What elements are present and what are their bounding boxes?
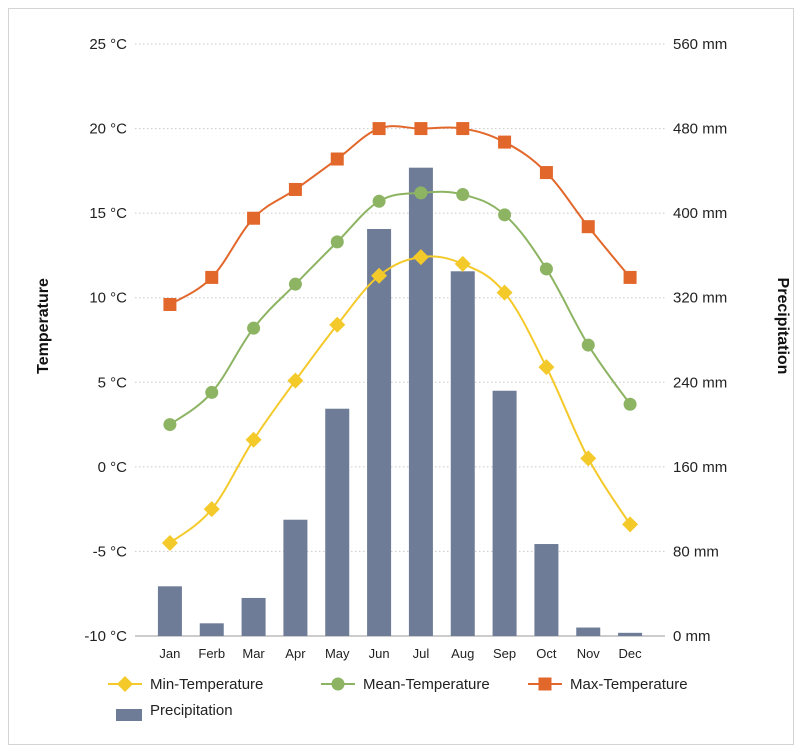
legend-label: Mean-Temperature xyxy=(363,676,490,693)
max-temperature-marker xyxy=(330,152,344,166)
legend-item-precipitation: Precipitation xyxy=(116,702,233,721)
mean-temperature-marker xyxy=(288,277,302,291)
y-right-tick-label: 240 mm xyxy=(673,374,727,391)
mean-temperature-line xyxy=(169,190,631,426)
legend-item-mean-temperature: Mean-Temperature xyxy=(321,676,490,693)
max-temperature-line xyxy=(169,125,631,306)
mean-temperature-marker xyxy=(498,208,512,222)
min-temperature-marker xyxy=(371,267,388,284)
mean-temperature-marker xyxy=(456,188,470,202)
min-temperature-marker xyxy=(454,255,471,272)
mean-temperature-marker xyxy=(581,338,595,352)
temperature-lines xyxy=(161,122,639,551)
legend-label: Min-Temperature xyxy=(150,676,263,693)
legend-item-max-temperature: Max-Temperature xyxy=(528,676,688,693)
max-temperature-marker xyxy=(539,166,553,180)
x-tick-label: Sep xyxy=(493,646,516,661)
y-left-axis-title: Temperature xyxy=(35,278,52,374)
max-temperature-marker xyxy=(288,182,302,196)
x-tick-label: Apr xyxy=(285,646,306,661)
max-temperature-marker xyxy=(623,270,637,284)
y-left-tick-label: 15 °C xyxy=(89,205,127,222)
y-right-tick-label: 0 mm xyxy=(673,628,711,645)
legend-swatch-marker xyxy=(331,677,345,691)
min-temperature-marker xyxy=(203,501,220,518)
min-temperature-marker xyxy=(412,249,429,266)
x-tick-label: Ferb xyxy=(198,646,225,661)
y-left-tick-label: -10 °C xyxy=(84,628,127,645)
legend: Min-Temperature Mean-Temperature Max-Tempe… xyxy=(108,676,688,721)
min-temperature-marker xyxy=(287,372,304,389)
legend-swatch-marker xyxy=(117,676,133,692)
mean-temperature-marker xyxy=(539,262,553,276)
y-right-axis-title: Precipitation xyxy=(774,278,791,375)
x-tick-label: Oct xyxy=(536,646,557,661)
precipitation-bar xyxy=(283,519,308,636)
y-left-tick-label: 25 °C xyxy=(89,36,127,53)
precipitation-bars xyxy=(157,167,643,636)
y-left-tick-label: 5 °C xyxy=(98,374,128,391)
precipitation-bar xyxy=(618,632,643,636)
max-temperature-marker xyxy=(581,220,595,234)
chart-frame xyxy=(8,8,794,745)
precipitation-bar xyxy=(157,586,182,636)
precipitation-bar xyxy=(534,544,559,636)
legend-label: Precipitation xyxy=(150,702,233,719)
max-temperature-marker xyxy=(414,122,428,136)
mean-temperature-marker xyxy=(163,418,177,432)
precipitation-bar xyxy=(408,167,433,636)
legend-item-min-temperature: Min-Temperature xyxy=(108,676,263,693)
min-temperature-marker xyxy=(538,359,555,376)
legend-swatch-marker xyxy=(538,677,552,691)
y-right-tick-label: 320 mm xyxy=(673,290,727,307)
max-temperature-marker xyxy=(163,297,177,311)
precipitation-bar xyxy=(241,597,266,636)
max-temperature-marker xyxy=(205,270,219,284)
x-tick-label: Aug xyxy=(451,646,474,661)
x-tick-label: Mar xyxy=(242,646,265,661)
y-left-tick-label: 10 °C xyxy=(89,290,127,307)
mean-temperature-marker xyxy=(623,397,637,411)
x-tick-label: Nov xyxy=(577,646,601,661)
max-temperature-marker xyxy=(247,211,261,225)
precipitation-bar xyxy=(450,271,475,636)
legend-swatch-bar xyxy=(116,709,142,721)
y-right-tick-label: 560 mm xyxy=(673,36,727,53)
mean-temperature-marker xyxy=(372,194,386,208)
max-temperature-marker xyxy=(372,122,386,136)
precipitation-bar xyxy=(325,408,350,636)
x-tick-label: May xyxy=(325,646,350,661)
mean-temperature-marker xyxy=(247,321,261,335)
y-right-tick-label: 480 mm xyxy=(673,121,727,138)
precipitation-bar xyxy=(576,627,601,636)
precipitation-bar xyxy=(367,229,392,636)
y-left-tick-label: -5 °C xyxy=(93,543,128,560)
y-left-tick-label: 0 °C xyxy=(98,459,128,476)
precipitation-bar xyxy=(492,390,517,636)
min-temperature-marker xyxy=(245,431,262,448)
precipitation-bar xyxy=(199,623,224,636)
y-right-tick-label: 400 mm xyxy=(673,205,727,222)
min-temperature-marker xyxy=(580,450,597,467)
x-tick-label: Jun xyxy=(369,646,390,661)
legend-label: Max-Temperature xyxy=(570,676,688,693)
y-left-tick-label: 20 °C xyxy=(89,121,127,138)
min-temperature-marker xyxy=(496,284,513,301)
x-tick-label: Dec xyxy=(619,646,643,661)
mean-temperature-marker xyxy=(414,186,428,200)
y-right-tick-label: 160 mm xyxy=(673,459,727,476)
mean-temperature-marker xyxy=(330,235,344,249)
y-right-tick-label: 80 mm xyxy=(673,543,719,560)
max-temperature-marker xyxy=(498,135,512,149)
x-tick-label: Jul xyxy=(413,646,430,661)
min-temperature-line xyxy=(169,255,631,544)
max-temperature-marker xyxy=(456,122,470,136)
min-temperature-marker xyxy=(329,316,346,333)
axis-ticks: -10 °C -5 °C 0 °C 5 °C 10 °C 15 °C 20 °C 25 °C 0… xyxy=(84,36,727,661)
mean-temperature-marker xyxy=(205,385,219,399)
min-temperature-marker xyxy=(161,534,178,551)
x-tick-label: Jan xyxy=(159,646,180,661)
min-temperature-marker xyxy=(622,516,639,533)
